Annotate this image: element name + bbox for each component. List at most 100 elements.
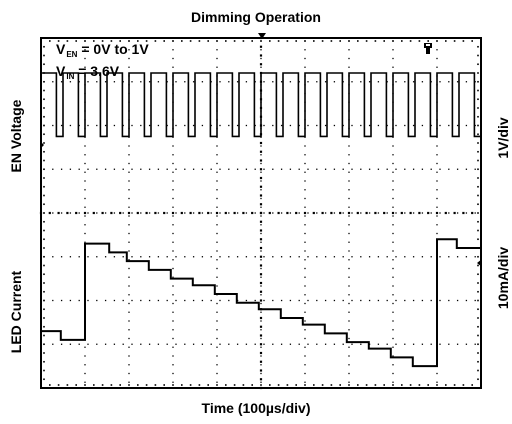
grid-dot <box>277 384 280 386</box>
grid-dot <box>313 40 315 42</box>
grid-dot <box>477 63 479 66</box>
grid-dot <box>260 162 262 165</box>
grid-dot <box>404 299 406 302</box>
grid-dot <box>87 168 89 170</box>
grid-dot <box>392 294 394 296</box>
grid-dot <box>128 215 130 217</box>
grid-dot <box>43 80 45 83</box>
grid-dot <box>69 343 72 345</box>
grid-dot <box>351 124 353 127</box>
grid-dot <box>128 364 130 366</box>
grid-dot <box>198 384 201 386</box>
grid-dot <box>43 247 45 249</box>
grid-dot <box>43 299 45 302</box>
grid-dot <box>201 124 204 127</box>
grid-dot <box>392 206 394 208</box>
grid-dot <box>392 320 394 322</box>
grid-dot <box>259 45 263 48</box>
grid-dot <box>474 256 476 258</box>
grid-dot <box>347 211 351 215</box>
grid-dot <box>462 211 465 215</box>
grid-dot <box>172 294 174 296</box>
grid-dot <box>348 381 350 383</box>
grid-dot <box>184 81 186 83</box>
grid-dot <box>280 299 283 302</box>
grid-dot <box>304 364 306 366</box>
grid-dot <box>219 124 221 127</box>
grid-dot <box>172 364 174 366</box>
grid-dot <box>52 256 54 258</box>
grid-dot <box>259 229 263 232</box>
grid-dot <box>207 384 209 386</box>
plot-frame <box>40 37 482 389</box>
grid-dot <box>43 98 45 101</box>
grid-dot <box>43 334 45 337</box>
grid-dot <box>477 282 479 284</box>
grid-dot <box>448 299 450 302</box>
grid-dot <box>448 168 450 170</box>
annotation-ven-value: = 0V to 1V <box>77 41 149 57</box>
grid-dot <box>348 189 350 191</box>
grid-dot <box>207 40 209 42</box>
grid-dot <box>254 212 256 214</box>
grid-dot <box>374 211 377 215</box>
grid-dot <box>84 162 86 165</box>
grid-dot <box>477 229 479 232</box>
grid-dot <box>192 256 195 258</box>
grid-dot <box>386 343 388 345</box>
grid-dot <box>260 171 262 173</box>
grid-dot <box>357 384 359 386</box>
grid-dot <box>295 211 298 215</box>
grid-dot <box>172 162 174 165</box>
grid-dot <box>259 220 263 223</box>
grid-dot <box>57 211 60 215</box>
grid-dot <box>52 343 54 345</box>
grid-dot <box>365 384 368 386</box>
grid-dot <box>236 168 239 170</box>
grid-dot <box>110 40 113 42</box>
annotation-vin-subscript: IN <box>66 72 74 81</box>
grid-dot <box>254 124 256 127</box>
annotation-vin-symbol: V <box>56 63 66 79</box>
grid-dot <box>172 224 174 226</box>
grid-dot <box>474 168 476 170</box>
grid-dot <box>148 343 151 345</box>
grid-dot <box>453 40 456 42</box>
grid-dot <box>316 299 318 302</box>
grid-dot <box>365 211 368 215</box>
grid-dot <box>421 81 424 83</box>
grid-dot <box>295 384 297 386</box>
grid-dot <box>304 215 306 217</box>
grid-dot <box>259 264 263 267</box>
grid-dot <box>172 355 174 357</box>
grid-dot <box>357 40 359 42</box>
grid-dot <box>404 124 406 127</box>
grid-dot <box>304 355 306 357</box>
grid-dot <box>436 49 438 51</box>
grid-dot <box>477 299 479 302</box>
grid-dot <box>210 124 212 127</box>
grid-dot <box>131 299 133 302</box>
grid-dot <box>128 206 130 208</box>
grid-dot <box>436 40 438 42</box>
grid-dot <box>383 384 385 386</box>
grid-dot <box>128 259 130 261</box>
grid-dot <box>216 250 218 252</box>
grid-dot <box>404 256 406 258</box>
grid-dot <box>119 384 121 386</box>
grid-dot <box>210 299 212 302</box>
grid-dot <box>304 381 306 383</box>
grid-dot <box>368 212 371 214</box>
grid-dot <box>348 355 350 357</box>
grid-dot <box>87 81 89 83</box>
grid-dot <box>157 343 160 345</box>
grid-dot <box>348 145 350 147</box>
grid-dot <box>351 81 353 83</box>
grid-dot <box>84 241 86 243</box>
grid-dot <box>351 256 353 258</box>
grid-dot <box>172 171 174 173</box>
grid-dot <box>216 232 218 235</box>
grid-dot <box>101 384 104 386</box>
grid-dot <box>392 285 394 287</box>
grid-dot <box>392 49 394 51</box>
